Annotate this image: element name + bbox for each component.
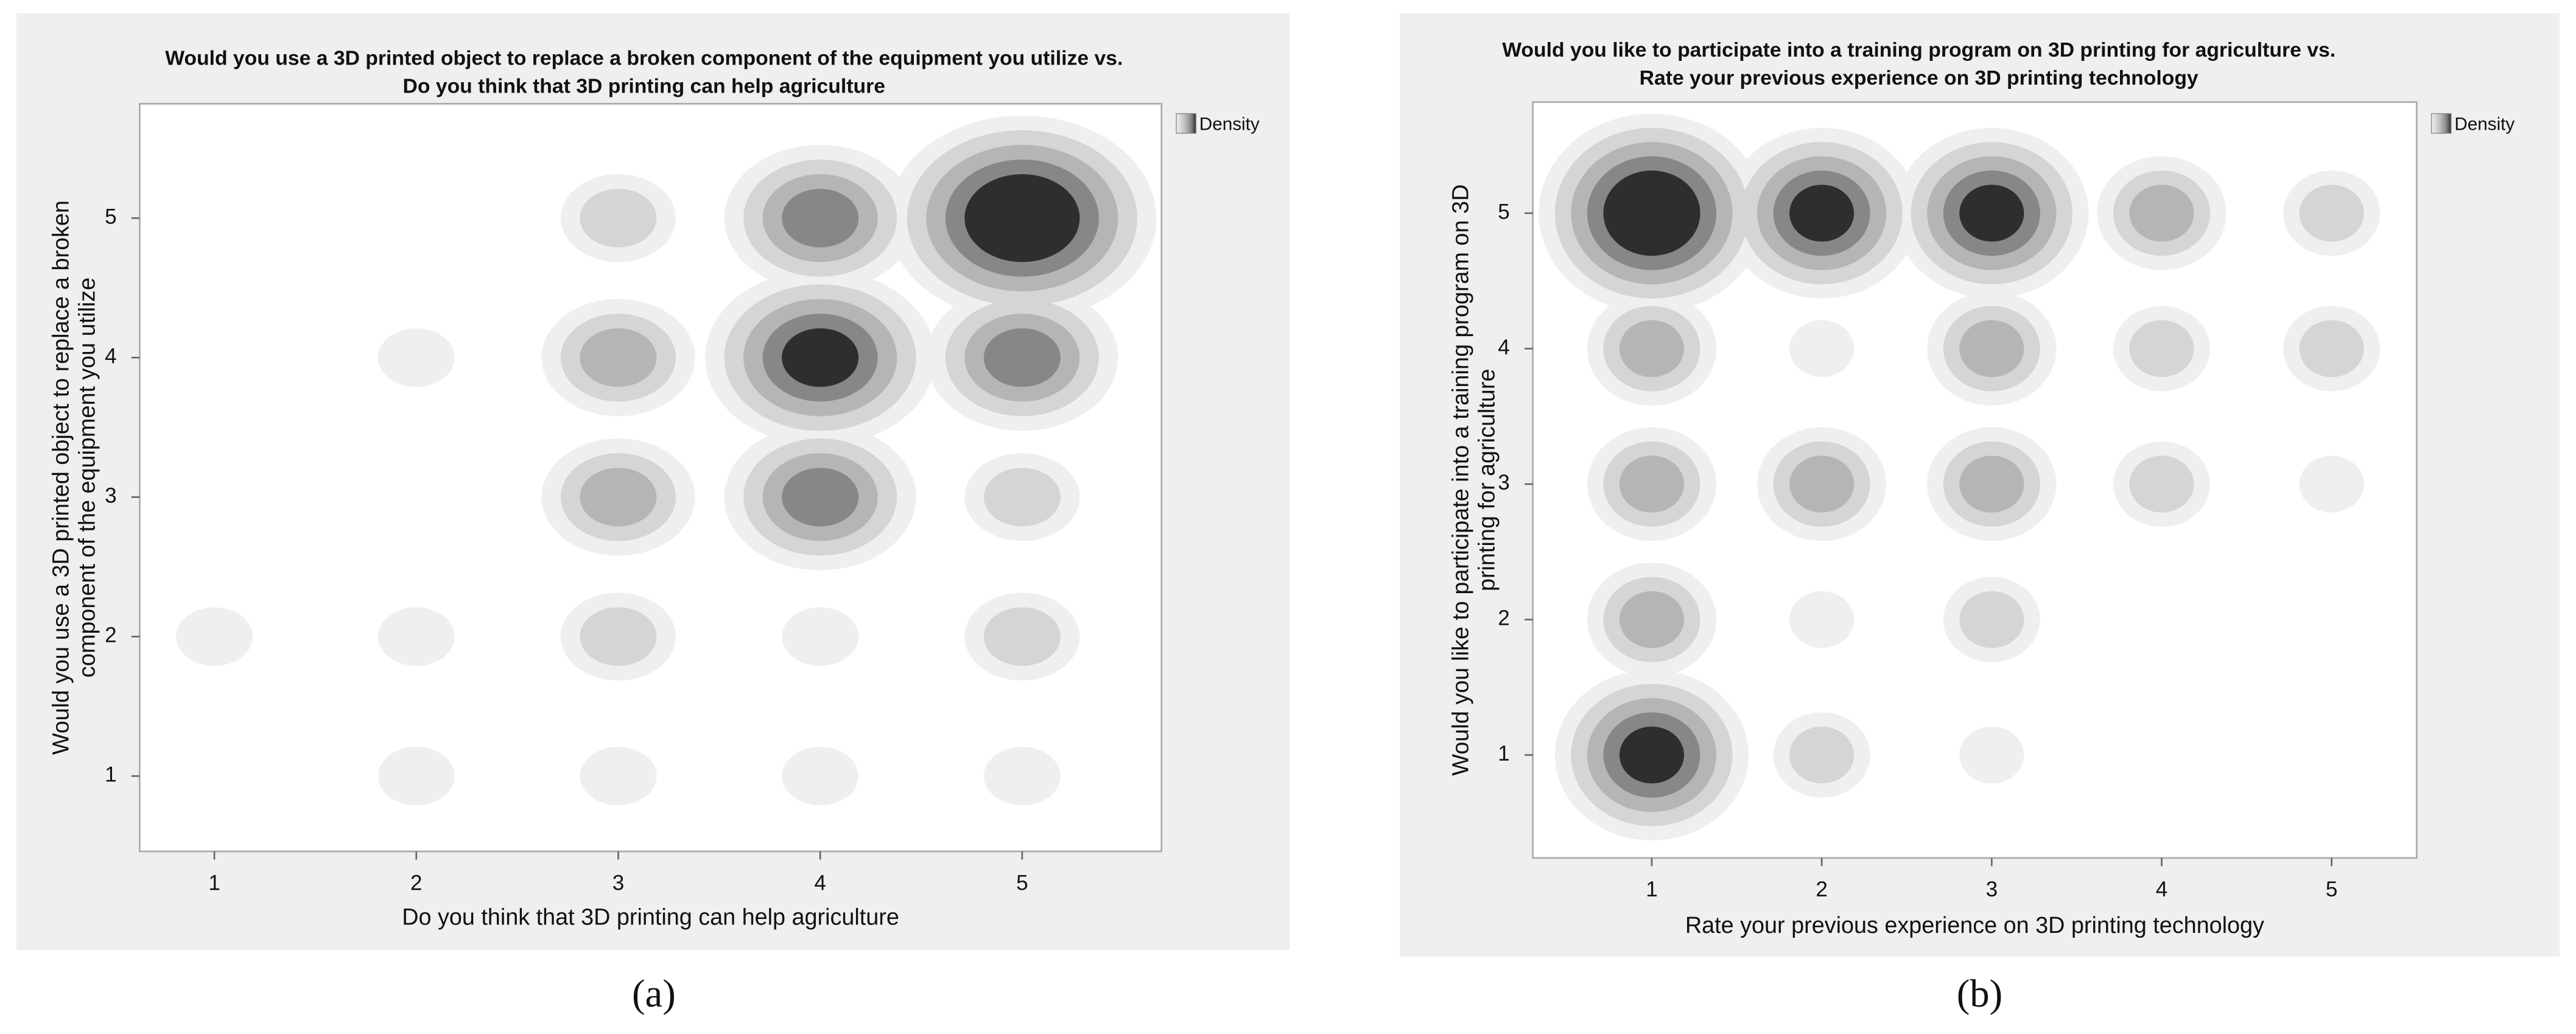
x-tick-label: 3: [612, 871, 625, 895]
x-tick-label: 5: [1016, 871, 1028, 895]
contour-band: [580, 747, 657, 806]
contour-band: [2299, 320, 2364, 378]
legend-label: Density: [2454, 114, 2515, 134]
legend-label: Density: [1199, 114, 1260, 134]
contour-band: [1619, 591, 1685, 649]
contour-band: [2299, 185, 2364, 242]
x-tick-label: 2: [410, 871, 423, 895]
contour-band: [782, 747, 859, 806]
chart-title: Would you use a 3D printed object to rep…: [165, 46, 1123, 69]
y-axis-label-line: component of the equipment you utilize: [75, 278, 100, 678]
contour-band: [580, 189, 657, 248]
contour-band: [2129, 185, 2194, 242]
contour-band: [1959, 320, 2024, 378]
contour-band: [983, 747, 1061, 806]
contour-band: [782, 468, 859, 527]
contour-band: [1619, 455, 1685, 513]
chart-title: Would you like to participate into a tra…: [1502, 38, 2336, 62]
contour-band: [580, 328, 657, 387]
x-tick-label: 4: [2156, 877, 2168, 901]
y-tick-label: 3: [1498, 471, 1510, 494]
contour-band: [1959, 726, 2024, 784]
y-tick-label: 1: [1498, 742, 1510, 765]
contour-band: [580, 607, 657, 666]
y-tick-label: 2: [105, 624, 117, 647]
x-tick-label: 5: [2326, 877, 2338, 901]
x-axis-label: Rate your previous experience on 3D prin…: [1685, 913, 2264, 938]
contour-band: [377, 328, 455, 387]
contour-band: [1619, 726, 1685, 784]
density-contours: [176, 115, 1157, 806]
contour-band: [2129, 455, 2194, 513]
y-tick-label: 1: [105, 763, 117, 787]
contour-band: [377, 747, 455, 806]
y-axis-label: Would you use a 3D printed object to rep…: [49, 200, 100, 754]
contour-band: [983, 328, 1061, 387]
contour-band: [1959, 591, 2024, 649]
contour-band: [1789, 726, 1855, 784]
contour-band: [1789, 455, 1855, 513]
chart-title: Rate your previous experience on 3D prin…: [1640, 66, 2199, 90]
y-tick-label: 5: [105, 205, 117, 228]
y-tick-label: 4: [1498, 336, 1510, 359]
contour-band: [580, 468, 657, 527]
y-axis-label-line: Would you use a 3D printed object to rep…: [49, 200, 74, 754]
x-tick-label: 3: [1986, 877, 1998, 901]
contour-band: [983, 607, 1061, 666]
y-axis-label: Would you like to participate into a tra…: [1448, 185, 1500, 776]
contour-band: [1789, 591, 1855, 649]
contour-band: [1619, 185, 1685, 242]
contour-band: [1619, 320, 1685, 378]
y-axis-label-line: Would you like to participate into a tra…: [1448, 185, 1474, 776]
density-contours: [1539, 113, 2381, 840]
contour-band: [2299, 455, 2364, 513]
contour-band: [782, 607, 859, 666]
x-tick-label: 1: [1646, 877, 1658, 901]
x-tick-label: 2: [1816, 877, 1828, 901]
y-tick-label: 5: [1498, 200, 1510, 223]
x-tick-label: 1: [208, 871, 220, 895]
contour-band: [176, 607, 253, 666]
panel: Would you use a 3D printed object to rep…: [16, 13, 1290, 1016]
contour-band: [2129, 320, 2194, 378]
legend-swatch: [2430, 113, 2452, 134]
x-axis-label: Do you think that 3D printing can help a…: [402, 905, 899, 930]
y-tick-label: 3: [105, 484, 117, 508]
contour-band: [1959, 455, 2024, 513]
caption: (a): [632, 972, 676, 1016]
contour-band: [1959, 185, 2024, 242]
contour-band: [1789, 320, 1855, 378]
caption: (b): [1957, 972, 2003, 1016]
contour-band: [983, 189, 1061, 248]
contour-band: [782, 189, 859, 248]
panel: Would you like to participate into a tra…: [1399, 13, 2560, 1016]
chart-title: Do you think that 3D printing can help a…: [403, 74, 885, 97]
contour-band: [1789, 185, 1855, 242]
x-tick-label: 4: [814, 871, 826, 895]
y-tick-label: 2: [1498, 607, 1510, 630]
y-tick-label: 4: [105, 345, 117, 368]
contour-band: [377, 607, 455, 666]
legend-swatch: [1176, 113, 1197, 134]
contour-band: [983, 468, 1061, 527]
y-axis-label-line: printing for agriculture: [1475, 369, 1500, 591]
contour-band: [782, 328, 859, 387]
